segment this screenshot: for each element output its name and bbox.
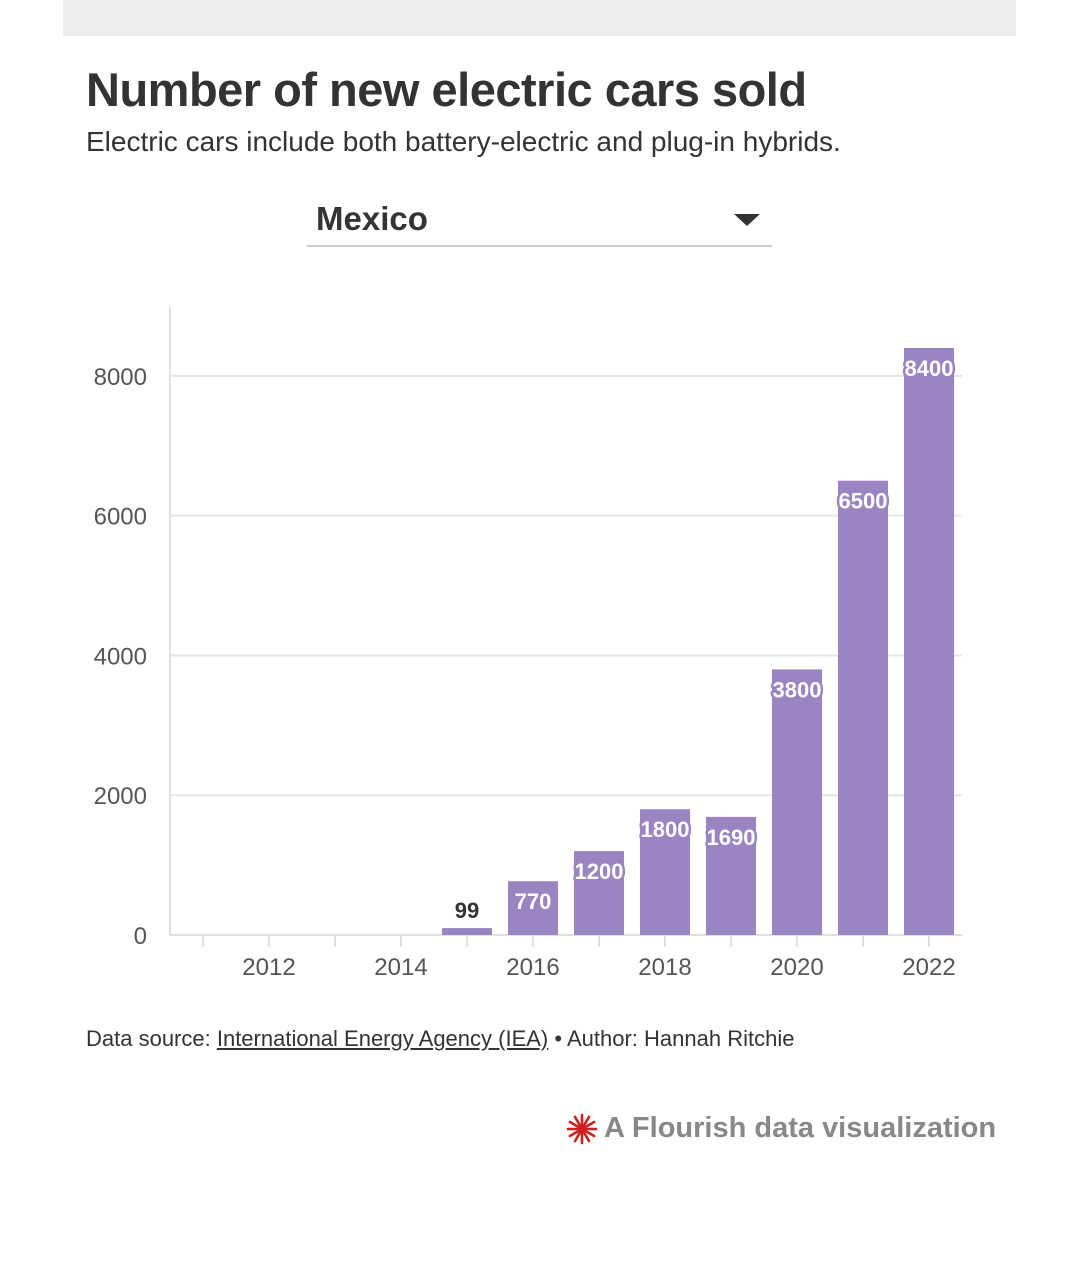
data-label: 99 — [455, 898, 479, 923]
bar — [904, 347, 954, 935]
bar-chart: 0 2000 4000 6000 8000 99 770 1200 1800 1690 3800 65… — [94, 306, 962, 981]
data-label: 6500 — [839, 489, 888, 514]
data-label: 770 — [515, 889, 552, 914]
chevron-down-icon — [734, 214, 760, 226]
flourish-logo-icon — [566, 1113, 598, 1144]
data-label: 1200 — [575, 859, 624, 884]
bar — [640, 809, 690, 935]
y-tick-label: 2000 — [94, 783, 147, 810]
logo-ray — [568, 1120, 579, 1128]
logo-ray — [585, 1120, 596, 1128]
x-tick-label: 2014 — [374, 954, 427, 981]
bar — [442, 928, 492, 935]
country-dropdown-value: Mexico — [316, 200, 428, 237]
x-tick-label: 2016 — [506, 954, 559, 981]
bar — [706, 816, 756, 935]
x-tick-label: 2012 — [242, 954, 295, 981]
logo-ray — [583, 1131, 591, 1142]
country-dropdown[interactable]: Mexico — [307, 198, 772, 247]
flourish-branding[interactable]: A Flourish data visualization — [566, 1112, 996, 1145]
chart-subtitle: Electric cars include both battery-elect… — [86, 126, 841, 157]
flourish-text: A Flourish data visualization — [604, 1112, 997, 1144]
x-tick-label: 2020 — [770, 954, 823, 981]
data-label: 1690 — [707, 825, 756, 850]
bar — [508, 881, 558, 935]
y-tick-label: 6000 — [94, 504, 147, 531]
top-strip — [63, 0, 1016, 36]
logo-ray — [568, 1129, 579, 1137]
logo-ray — [573, 1115, 581, 1126]
data-label: 1800 — [641, 817, 690, 842]
author-text: • Author: Hannah Ritchie — [548, 1026, 795, 1051]
bar — [772, 669, 822, 935]
source-link[interactable]: International Energy Agency (IEA) — [216, 1026, 549, 1051]
y-tick-label: 0 — [134, 923, 147, 950]
bar — [574, 851, 624, 935]
data-label: 3800 — [773, 677, 822, 702]
data-label: 8400 — [905, 356, 954, 381]
chart-title: Number of new electric cars sold — [86, 63, 807, 116]
bar — [838, 480, 888, 935]
x-tick-label: 2018 — [638, 954, 691, 981]
logo-ray — [585, 1129, 596, 1137]
logo-ray — [573, 1131, 581, 1142]
logo-ray — [583, 1115, 591, 1126]
footer: Data source: International Energy Agency… — [86, 1026, 794, 1052]
y-tick-label: 8000 — [94, 364, 147, 391]
y-tick-label: 4000 — [94, 643, 147, 670]
x-tick-label: 2022 — [902, 954, 955, 981]
source-prefix: Data source: — [86, 1026, 217, 1051]
